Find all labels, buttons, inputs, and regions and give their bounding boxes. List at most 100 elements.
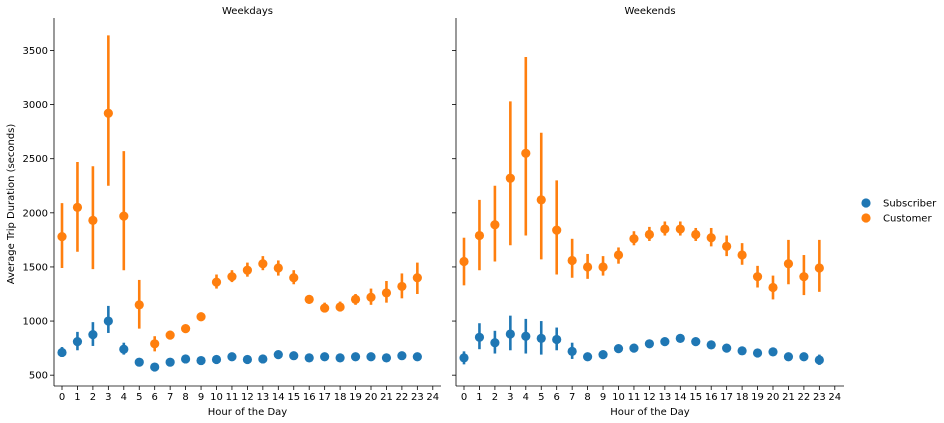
data-point: [304, 294, 314, 305]
x-tick-label: 8: [182, 392, 188, 403]
data-point: [505, 329, 515, 339]
x-tick-label: 20: [365, 392, 378, 403]
y-tick-label: 1500: [23, 262, 48, 273]
data-point: [181, 354, 191, 364]
x-tick-label: 23: [813, 392, 826, 403]
data-point: [660, 224, 670, 234]
x-tick-label: 1: [476, 392, 482, 403]
data-point: [706, 340, 716, 350]
x-tick-label: 19: [349, 392, 362, 403]
x-tick-label: 17: [720, 392, 733, 403]
legend-label: Customer: [883, 214, 932, 225]
data-point: [366, 352, 376, 362]
data-point: [613, 250, 624, 260]
data-point: [490, 338, 500, 348]
legend-marker: [861, 213, 871, 223]
x-tick-label: 17: [318, 392, 331, 403]
x-tick-label: 8: [584, 392, 590, 403]
data-point: [273, 263, 283, 273]
panel-title: Weekends: [624, 6, 675, 17]
data-point: [737, 250, 747, 260]
data-point: [552, 225, 562, 235]
x-tick-label: 12: [241, 392, 254, 403]
data-point: [629, 234, 639, 244]
data-point: [675, 224, 685, 234]
data-point: [289, 351, 299, 361]
data-point: [72, 337, 83, 347]
x-tick-label: 13: [658, 392, 671, 403]
data-point: [552, 334, 562, 345]
x-tick-label: 7: [167, 392, 173, 403]
data-point: [397, 351, 407, 361]
x-tick-label: 3: [507, 392, 513, 403]
data-point: [289, 273, 299, 283]
data-point: [598, 350, 608, 360]
data-point: [119, 344, 129, 354]
data-point: [474, 332, 485, 342]
x-tick-label: 9: [600, 392, 606, 403]
data-point: [150, 362, 160, 372]
data-point: [691, 337, 701, 347]
data-point: [722, 241, 732, 251]
x-tick-label: 19: [751, 392, 764, 403]
data-point: [412, 352, 422, 362]
x-tick-label: 22: [798, 392, 811, 403]
x-axis-label: Hour of the Day: [208, 407, 288, 418]
x-tick-label: 18: [334, 392, 347, 403]
x-tick-label: 9: [198, 392, 204, 403]
data-point: [814, 263, 824, 273]
data-point: [134, 300, 144, 310]
x-tick-label: 6: [152, 392, 158, 403]
x-tick-label: 12: [643, 392, 656, 403]
data-point: [273, 350, 283, 360]
data-point: [258, 354, 268, 364]
data-point: [119, 211, 129, 221]
x-tick-label: 3: [105, 392, 111, 403]
data-point: [583, 262, 593, 272]
x-tick-label: 11: [628, 392, 641, 403]
data-point: [350, 352, 361, 362]
legend-marker: [861, 198, 871, 208]
data-point: [242, 354, 252, 365]
data-point: [459, 353, 469, 363]
x-tick-label: 22: [396, 392, 409, 403]
data-point: [629, 343, 639, 353]
data-point: [196, 312, 206, 322]
data-point: [737, 346, 747, 356]
data-point: [783, 259, 794, 269]
x-tick-label: 21: [380, 392, 393, 403]
data-point: [644, 229, 655, 240]
x-tick-label: 5: [136, 392, 142, 403]
data-point: [335, 353, 345, 363]
data-point: [227, 272, 237, 282]
data-point: [397, 281, 407, 292]
data-point: [320, 303, 330, 313]
data-point: [691, 229, 701, 240]
data-point: [490, 220, 500, 230]
data-point: [211, 354, 222, 365]
data-point: [799, 272, 809, 282]
data-point: [783, 352, 794, 362]
data-point: [567, 346, 577, 356]
x-tick-label: 4: [523, 392, 529, 403]
data-point: [88, 215, 98, 225]
y-tick-label: 1000: [23, 317, 48, 328]
data-point: [474, 230, 485, 241]
data-point: [521, 148, 531, 158]
data-point: [598, 262, 608, 272]
x-tick-label: 14: [674, 392, 687, 403]
x-tick-label: 4: [121, 392, 127, 403]
x-tick-label: 20: [767, 392, 780, 403]
x-tick-label: 11: [226, 392, 239, 403]
series-customer: [57, 35, 422, 352]
y-tick-label: 2500: [23, 154, 48, 165]
y-tick-label: 3000: [23, 100, 48, 111]
series-subscriber: [459, 315, 824, 365]
series-customer: [459, 56, 824, 300]
data-point: [165, 330, 175, 340]
data-point: [583, 352, 593, 362]
legend-label: Subscriber: [883, 199, 937, 210]
x-tick-label: 0: [59, 392, 65, 403]
data-point: [350, 294, 361, 305]
